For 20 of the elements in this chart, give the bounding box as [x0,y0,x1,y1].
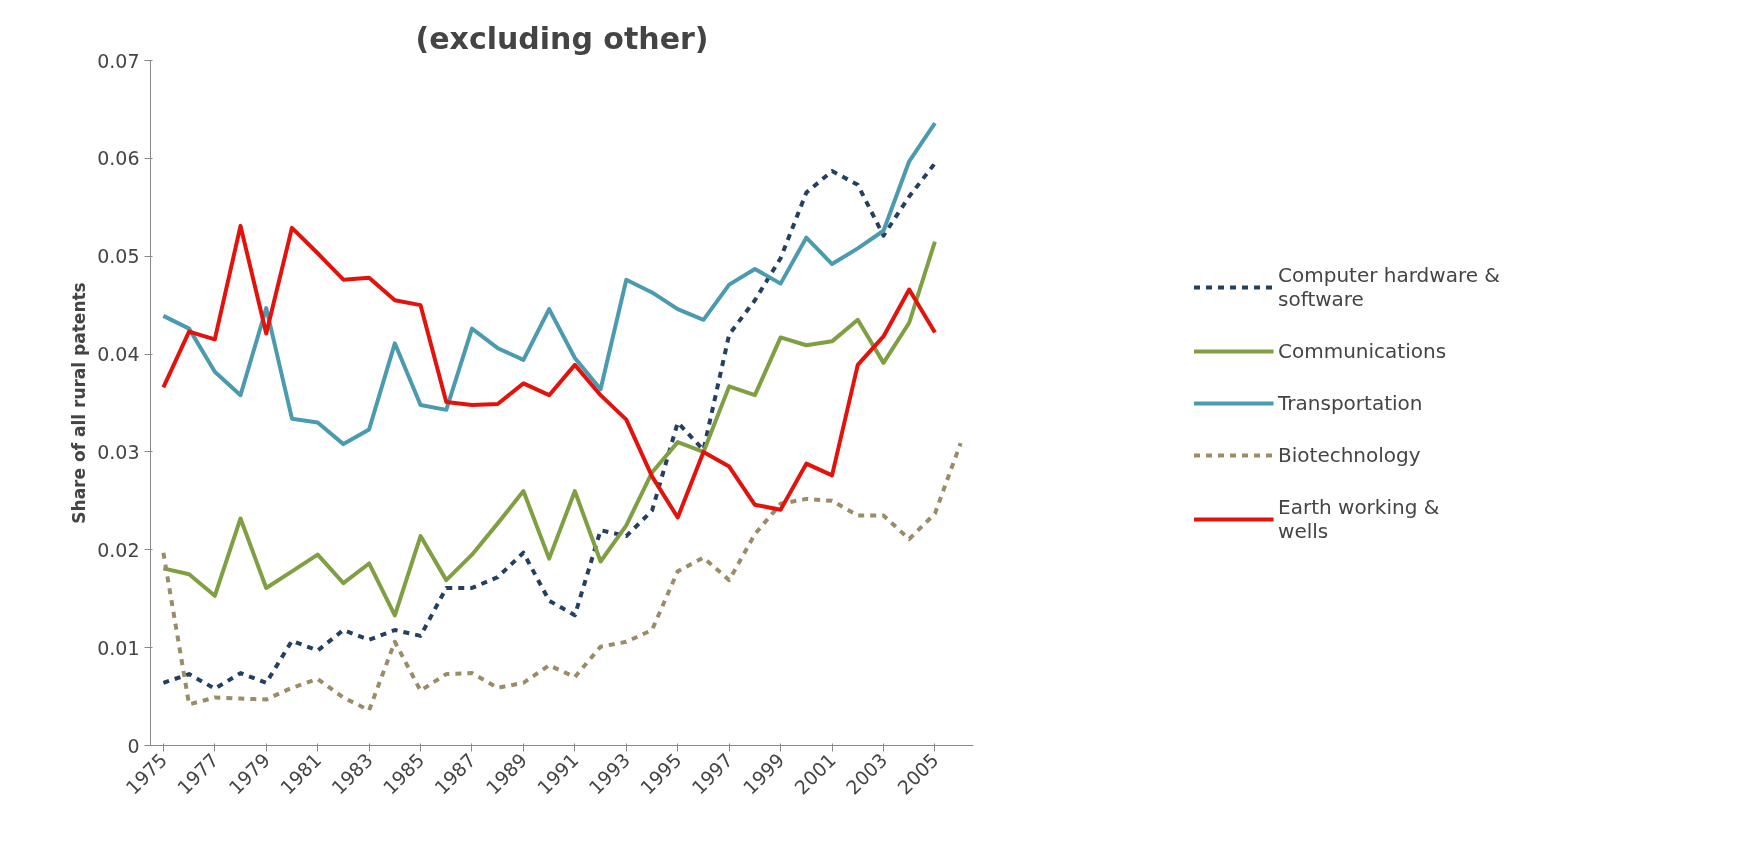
legend-label: Biotechnology [1278,442,1421,467]
y-axis-title: Share of all rural patents [69,282,90,524]
y-tick-label: 0 [127,734,140,757]
y-tick-label: 0.02 [97,538,140,561]
legend-label: Transportation [1278,390,1423,415]
y-tick-label: 0.04 [97,343,140,366]
y-tick-label: 0.05 [97,245,140,268]
legend-label: Earth working & wells [1278,494,1440,543]
legend-label: Computer hardware & software [1278,262,1500,311]
y-tick-label: 0.01 [97,636,140,659]
chart-title: (excluding other) [415,20,709,56]
legend-label: Communications [1278,338,1447,363]
y-tick-label: 0.07 [97,49,140,72]
line-series [161,121,937,447]
line-series [161,239,937,618]
y-tick-label: 0.03 [97,440,140,463]
line-series [161,161,937,691]
line-series [161,223,937,520]
line-series [161,441,963,713]
y-tick-label: 0.06 [97,147,140,170]
